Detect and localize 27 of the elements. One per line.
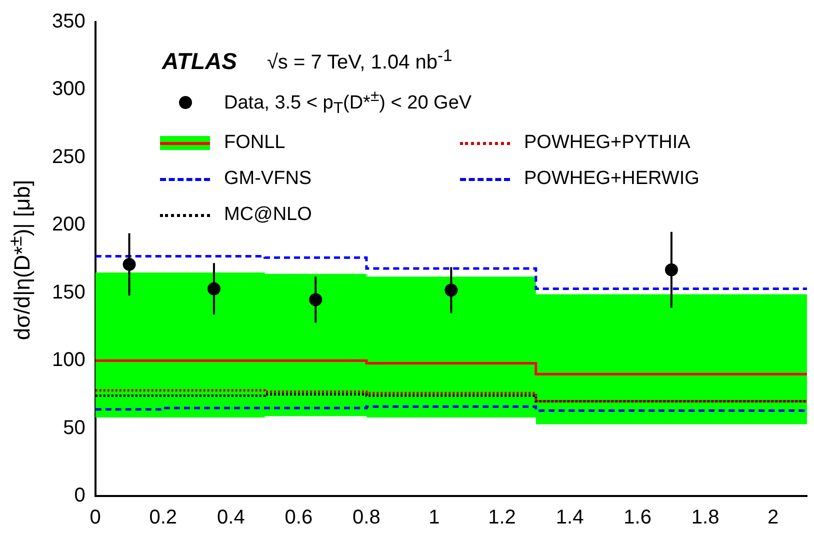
y-tick-label: 50 xyxy=(63,416,86,439)
x-tick-label: 1.4 xyxy=(556,506,584,529)
legend-label: POWHEG+HERWIG xyxy=(524,168,700,190)
legend-label: Data, 3.5 < p$_{T}$(D*$^{±}$) < 20 GeV xyxy=(224,88,472,118)
x-tick-label: 0.8 xyxy=(352,506,380,529)
annotation: √s = 7 TeV, 1.04 nb$^{-1}$ xyxy=(266,46,452,75)
x-tick-label: 1.6 xyxy=(624,506,652,529)
legend-label: MC@NLO xyxy=(224,204,312,226)
x-tick-label: 2 xyxy=(768,506,779,529)
y-tick-label: 200 xyxy=(52,214,86,236)
y-tick-label: 150 xyxy=(52,281,86,304)
x-tick-label: 1.8 xyxy=(691,506,720,529)
x-tick-label: 0.6 xyxy=(284,506,313,529)
x-tick-label: 1.2 xyxy=(488,506,516,529)
y-tick-label: 0 xyxy=(74,484,86,507)
y-tick-label: 250 xyxy=(52,146,86,168)
x-tick-label: 0.2 xyxy=(149,506,178,529)
x-tick-label: 1 xyxy=(428,506,440,529)
y-tick-label: 100 xyxy=(52,349,86,372)
x-tick-label: 0.4 xyxy=(217,506,245,529)
legend-label: GM-VFNS xyxy=(224,168,312,190)
legend-label: POWHEG+PYTHIA xyxy=(524,132,690,154)
annotation: ATLAS xyxy=(162,48,237,75)
y-tick-label: 300 xyxy=(52,78,86,100)
y-tick-label: 350 xyxy=(52,10,86,33)
x-tick-label: 0 xyxy=(90,506,101,529)
legend-label: FONLL xyxy=(224,132,286,154)
